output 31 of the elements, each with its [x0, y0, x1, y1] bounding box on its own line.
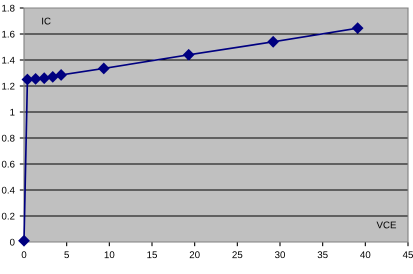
y-tick-label: 0.2	[2, 212, 14, 220]
x-tick-label: 45	[402, 251, 413, 258]
y-tick-label: 0	[10, 238, 15, 246]
x-tick-label: 0	[22, 251, 26, 258]
point	[268, 36, 279, 48]
point	[47, 71, 58, 83]
y-tick-label: 0.6	[2, 160, 15, 168]
x-tick-label: 25	[232, 251, 242, 258]
x-tick-label: 35	[318, 251, 328, 258]
x-tick-label: 15	[147, 251, 157, 258]
y-tick-label: 0.8	[2, 134, 15, 142]
y-tick-label: 0.4	[2, 186, 15, 194]
y-tick-label: 1.4	[2, 56, 15, 64]
x-axis-title: VCE	[376, 221, 396, 228]
point	[38, 72, 50, 84]
x-tick-label: 5	[64, 251, 69, 258]
point	[18, 235, 30, 246]
point	[352, 22, 364, 34]
x-tick-label: 40	[360, 251, 370, 258]
y-tick-label: 1.8	[2, 4, 15, 12]
y-axis-title: IC	[42, 18, 51, 24]
x-tick-label: 20	[190, 251, 200, 258]
y-tick-label: 1.2	[2, 82, 14, 90]
point	[30, 73, 42, 84]
point	[56, 69, 67, 81]
x-tick-label: 10	[104, 251, 114, 258]
point	[183, 49, 194, 60]
x-tick-label: 30	[274, 251, 286, 258]
point	[98, 62, 110, 74]
y-tick-label: 1	[10, 108, 14, 116]
y-tick-label: 1.6	[2, 30, 15, 38]
